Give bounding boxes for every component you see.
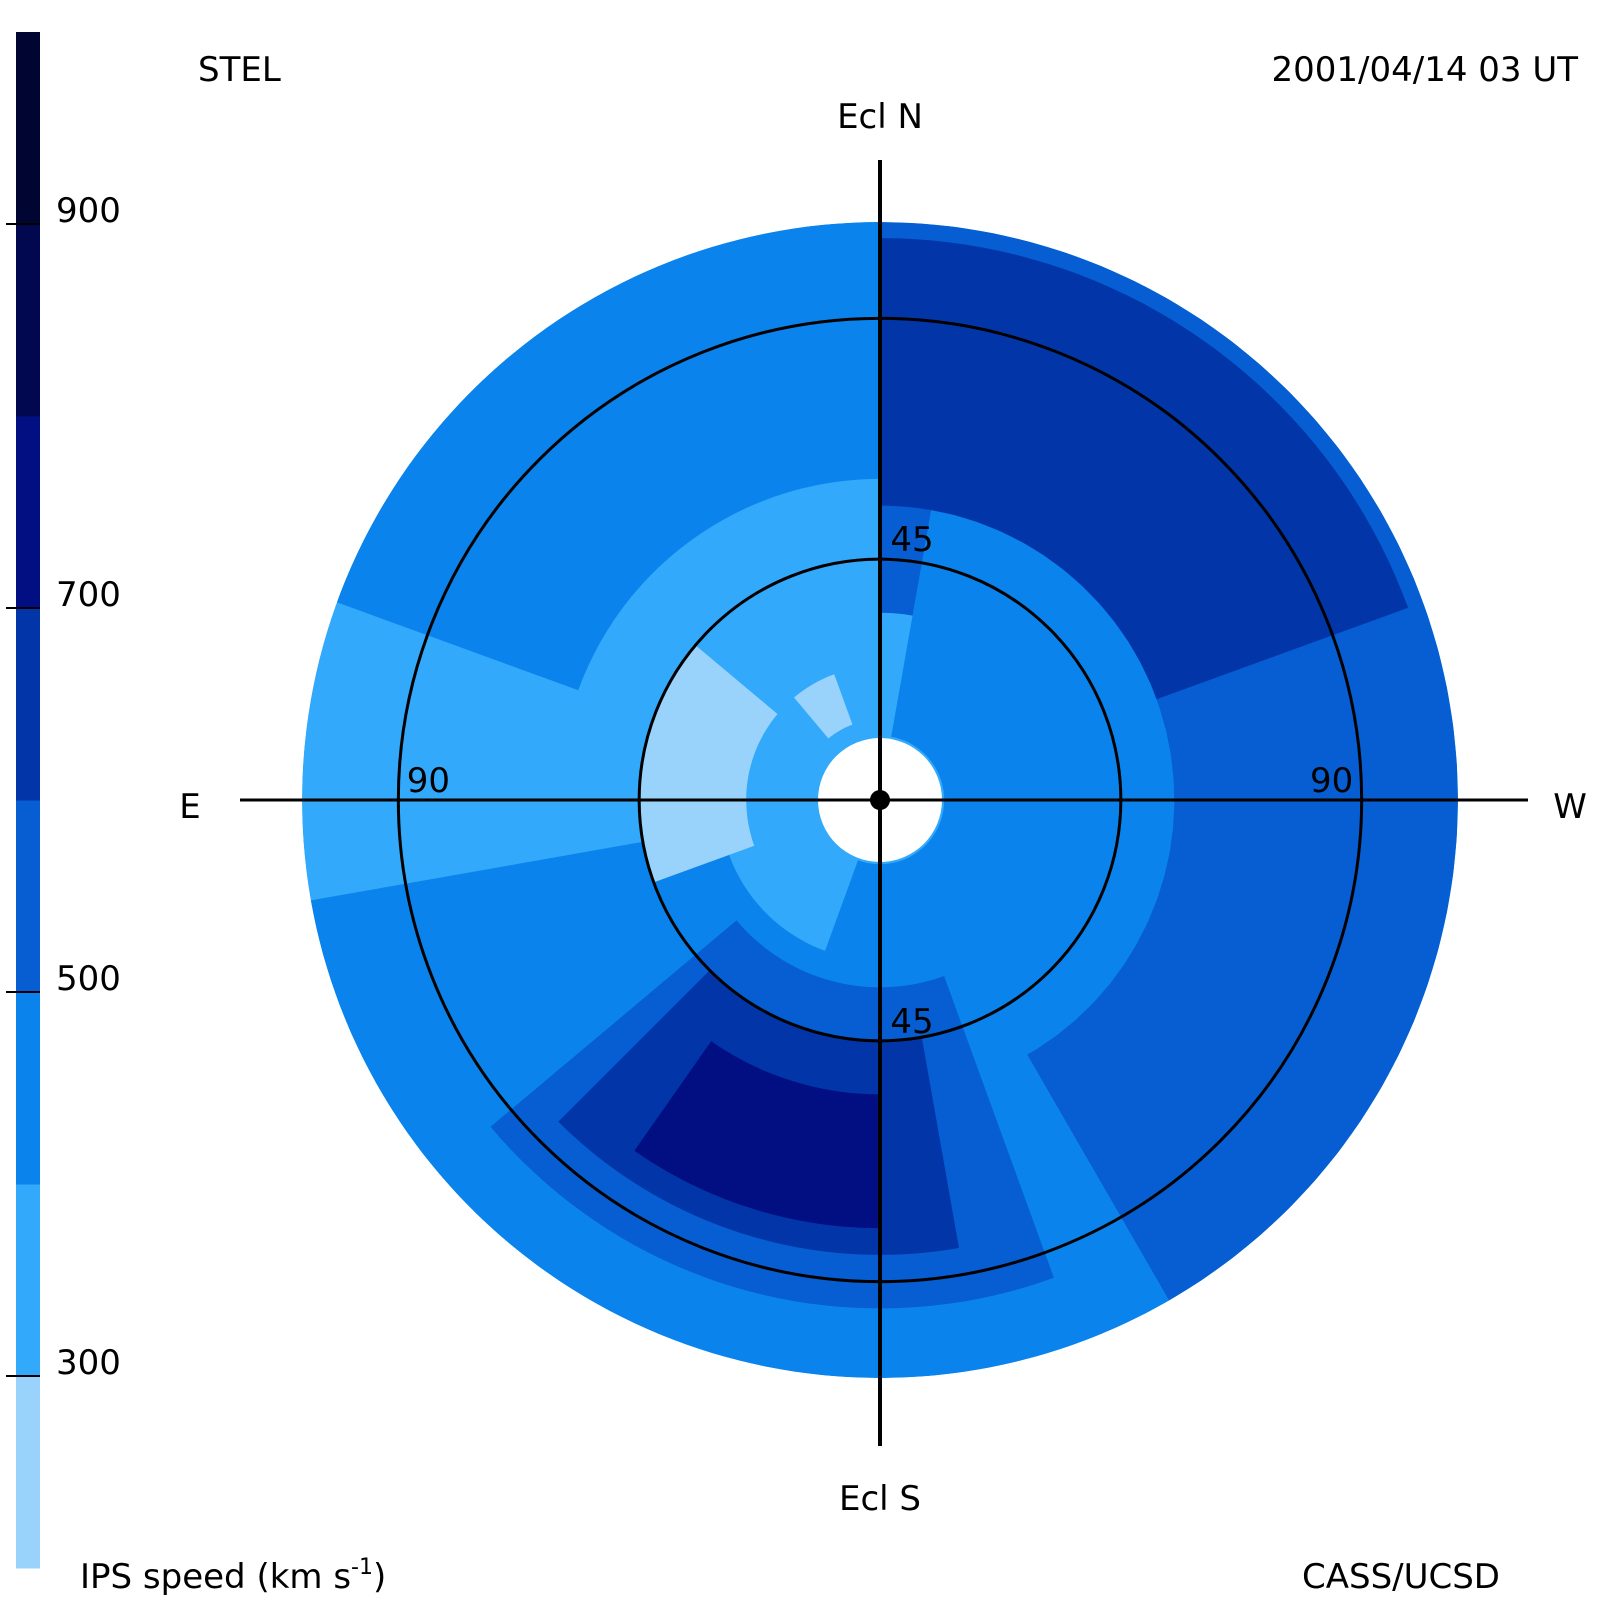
colorbar-title: IPS speed (km s-1): [80, 1555, 386, 1597]
sun-center-dot: [870, 790, 890, 810]
timestamp-label: 2001/04/14 03 UT: [1272, 50, 1579, 90]
colorbar-tick-label-900: 900: [56, 191, 121, 231]
colorbar-band-500: [16, 800, 40, 993]
sky-map: Ecl N Ecl S E W 45 45 90 90: [179, 97, 1587, 1519]
speed-region-8: [634, 1041, 880, 1229]
direction-east-label: E: [179, 787, 200, 827]
speed-region-9: [639, 645, 778, 883]
elongation-ring-label-45-2: 45: [890, 1002, 933, 1042]
colorbar: 300 500 700 900: [6, 32, 121, 1569]
colorbar-title-end: ): [373, 1557, 386, 1597]
speed-region-10: [794, 674, 853, 739]
colorbar-band-800: [16, 224, 40, 417]
colorbar-tick-label-300: 300: [56, 1343, 121, 1383]
colorbar-band-900: [16, 32, 40, 225]
colorbar-band-700: [16, 416, 40, 609]
colorbar-tick-label-700: 700: [56, 575, 121, 615]
instrument-label: STEL: [198, 50, 281, 90]
colorbar-band-400: [16, 992, 40, 1185]
direction-west-label: W: [1553, 787, 1587, 827]
elongation-ring-label-45-1: 45: [890, 520, 933, 560]
elongation-ring-label-90-1: 90: [407, 761, 450, 801]
colorbar-band-600: [16, 608, 40, 801]
elongation-ring-labels: 45 45 90 90: [407, 520, 1354, 1042]
colorbar-band-200: [16, 1376, 40, 1569]
colorbar-band-300: [16, 1184, 40, 1377]
colorbar-tick-label-500: 500: [56, 959, 121, 999]
speed-region-2: [880, 238, 1409, 700]
direction-north-label: Ecl N: [837, 97, 923, 137]
direction-south-label: Ecl S: [839, 1479, 921, 1519]
colorbar-title-main: IPS speed (km s: [80, 1557, 351, 1597]
elongation-ring-label-90-2: 90: [1310, 761, 1353, 801]
colorbar-title-superscript: -1: [351, 1555, 373, 1580]
credit-label: CASS/UCSD: [1302, 1557, 1500, 1597]
